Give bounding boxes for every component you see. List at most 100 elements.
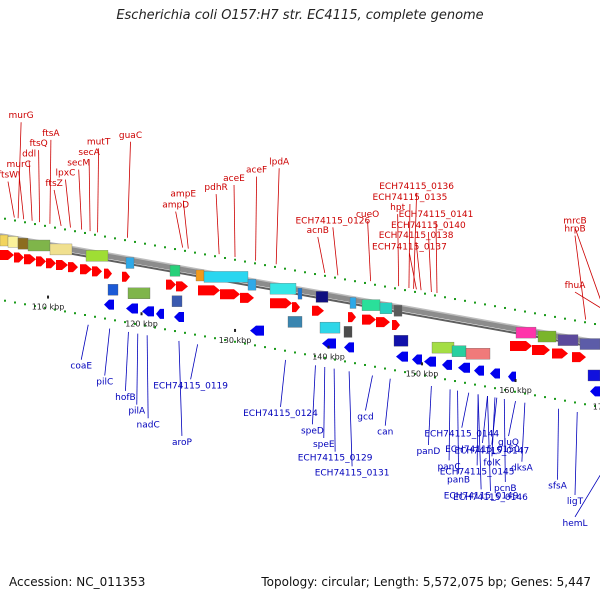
reverse-dot-row (144, 324, 146, 327)
forward-gene-arrow (0, 250, 14, 260)
reverse-dot-row (24, 303, 26, 306)
forward-gene-arrow (122, 271, 130, 282)
forward-gene-box (169, 265, 181, 277)
forward-gene-box (393, 305, 403, 317)
forward-gene-label: ECH74115_0135 (373, 193, 448, 203)
gene-leader-line (136, 333, 139, 405)
reverse-gene-arrow (142, 306, 154, 317)
forward-gene-arrow (198, 285, 220, 296)
reverse-gene-box (393, 335, 409, 347)
forward-dot-row (74, 230, 76, 233)
reverse-gene-label: panB (447, 476, 470, 486)
reverse-gene-arrow (508, 371, 516, 382)
reverse-dot-row (384, 367, 386, 370)
gene-leader-line (365, 375, 373, 411)
reverse-gene-arrow (156, 308, 164, 319)
gene-leader-line (78, 169, 83, 230)
forward-dot-row (274, 265, 276, 268)
forward-gene-label: aceE (223, 174, 245, 184)
forward-dot-row (334, 276, 336, 279)
gene-leader-line (80, 324, 89, 360)
reverse-gene-arrow (250, 325, 264, 336)
gene-leader-line (65, 179, 71, 228)
reverse-gene-label: sfsA (548, 482, 568, 492)
gene-leader-line (367, 221, 371, 282)
gene-leader-line (574, 412, 578, 496)
reverse-gene-label: pcnB (494, 484, 517, 494)
reverse-dot-row (454, 380, 456, 383)
kbp-tick-mark (47, 295, 50, 299)
forward-dot-row (594, 323, 596, 326)
gene-leader-line (408, 203, 411, 288)
kbp-scale-label: 120 kbp (125, 319, 158, 328)
reverse-dot-row (74, 312, 76, 315)
forward-gene-arrow (104, 268, 112, 279)
reverse-dot-row (34, 305, 36, 308)
forward-dot-row (384, 285, 386, 288)
forward-dot-row (304, 271, 306, 274)
gene-leader-line (448, 389, 451, 461)
forward-gene-box (27, 239, 51, 252)
reverse-dot-row (364, 363, 366, 366)
forward-gene-label: lpxC (56, 169, 76, 179)
reverse-dot-row (114, 319, 116, 322)
reverse-gene-box (431, 341, 455, 354)
gene-leader-line (127, 141, 131, 238)
reverse-dot-row (404, 371, 406, 374)
forward-dot-row (244, 260, 246, 263)
forward-dot-row (524, 310, 526, 313)
gene-leader-line (482, 395, 488, 444)
gene-leader-line (521, 402, 526, 462)
forward-gene-label: murC (6, 160, 30, 170)
forward-dot-row (454, 298, 456, 301)
reverse-dot-row (574, 401, 576, 404)
reverse-dot-row (204, 335, 206, 338)
forward-gene-box (361, 299, 381, 311)
gene-leader-line (427, 231, 432, 293)
reverse-dot-row (294, 351, 296, 354)
reverse-dot-row (354, 362, 356, 365)
reverse-gene-label: ECH74115_0145 (440, 467, 515, 477)
forward-dot-row (534, 312, 536, 315)
gene-leader-line (312, 365, 316, 425)
gene-leader-line (397, 214, 400, 287)
forward-dot-row (574, 319, 576, 322)
forward-gene-label: ampD (162, 201, 189, 211)
reverse-dot-row (44, 306, 46, 309)
reverse-gene-arrow (474, 365, 484, 376)
forward-dot-row (434, 294, 436, 297)
gene-leader-line (461, 392, 470, 428)
forward-gene-arrow (36, 256, 46, 267)
reverse-dot-row (334, 358, 336, 361)
forward-gene-label: secA (78, 148, 100, 158)
gene-leader-line (574, 227, 600, 300)
forward-gene-arrow (292, 302, 300, 313)
reverse-gene-label: ECH74115_0144 (424, 430, 499, 440)
gene-leader-line (457, 390, 459, 474)
forward-gene-box (85, 250, 109, 262)
kbp-tick-mark (327, 345, 330, 349)
forward-gene-box (203, 271, 249, 283)
reverse-dot-row (4, 299, 6, 302)
forward-dot-row (4, 217, 6, 220)
forward-gene-arrow (240, 292, 254, 303)
forward-gene-arrow (362, 314, 376, 325)
forward-dot-row (134, 240, 136, 243)
forward-dot-row (364, 281, 366, 284)
reverse-dot-row (494, 387, 496, 390)
forward-gene-label: ECH74115_0136 (379, 182, 454, 192)
reverse-gene-label: ligT (567, 497, 584, 507)
reverse-dot-row (304, 353, 306, 356)
reverse-dot-row (104, 317, 106, 320)
reverse-dot-row (154, 326, 156, 329)
reverse-dot-row (84, 313, 86, 316)
forward-gene-box (195, 269, 205, 282)
forward-dot-row (584, 321, 586, 324)
forward-gene-box (17, 238, 29, 250)
forward-gene-box (247, 279, 257, 291)
forward-dot-row (154, 244, 156, 247)
reverse-dot-row (474, 383, 476, 386)
reverse-dot-row (284, 349, 286, 352)
forward-gene-arrow (376, 317, 390, 328)
